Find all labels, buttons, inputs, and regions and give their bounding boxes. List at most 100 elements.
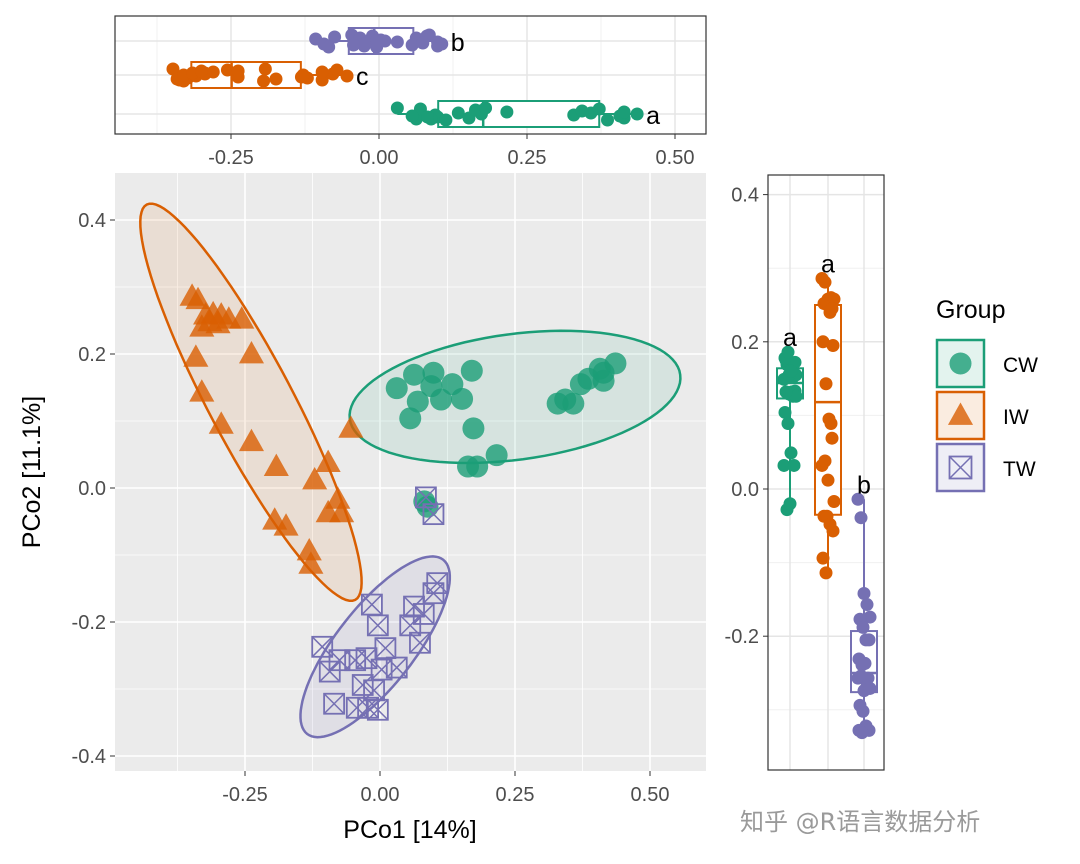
jitter-point-cw	[390, 101, 404, 115]
jitter-point-cw	[778, 405, 792, 419]
legend-label: CW	[1003, 354, 1038, 377]
square-mark	[366, 614, 389, 637]
square-mark	[351, 674, 374, 696]
cw-circle-icon	[949, 352, 972, 375]
jitter-point-cw	[784, 446, 798, 460]
point-iw	[263, 453, 289, 476]
point-tw	[366, 614, 389, 637]
jitter-point-tw	[359, 36, 373, 50]
jitter-point-tw	[370, 34, 384, 48]
jitter-point-iw	[231, 64, 245, 78]
jitter-point-tw	[863, 610, 877, 624]
jitter-point-iw	[825, 302, 839, 316]
jitter-point-tw	[856, 704, 870, 718]
x-tick-label: 0.50	[631, 784, 670, 806]
significance-letter: a	[783, 324, 797, 352]
point-iw	[329, 499, 355, 523]
point-cw	[554, 388, 577, 411]
y-tick-label: 0.0	[78, 478, 106, 500]
point-tw	[355, 647, 378, 670]
cross-mark	[352, 674, 374, 696]
y-tick-label: -0.4	[72, 746, 106, 768]
jitter-point-cw	[781, 416, 795, 430]
jitter-point-tw	[863, 681, 877, 695]
jitter-point-tw	[855, 726, 869, 740]
y-tick-label: -0.2	[72, 612, 106, 634]
x-axis-title: PCo1 [14%]	[343, 816, 476, 844]
jitter-point-iw	[194, 64, 208, 78]
jitter-point-tw	[856, 620, 870, 634]
significance-letter: a	[821, 251, 835, 279]
point-iw	[229, 306, 255, 329]
jitter-point-iw	[819, 566, 833, 580]
jitter-point-iw	[826, 524, 840, 538]
square-mark	[948, 455, 973, 480]
jitter-point-iw	[816, 551, 830, 565]
jitter-point-tw	[858, 656, 872, 670]
jitter-point-cw	[784, 364, 798, 378]
jitter-point-cw	[592, 102, 606, 116]
iw-triangle-icon	[947, 402, 974, 425]
main-scatter-panel: -0.25 0.00 0.25 0.50 -0.4 -0.2 0.0 0.2 0.4	[72, 173, 718, 806]
cross-mark	[355, 647, 378, 669]
jitter-point-cw	[783, 497, 797, 511]
point-cw	[430, 388, 453, 411]
jitter-point-cw	[468, 103, 482, 117]
point-iw	[338, 415, 364, 438]
cross-mark	[367, 699, 389, 721]
point-tw	[345, 696, 368, 719]
plot-background	[115, 173, 706, 771]
point-cw	[460, 359, 483, 382]
point-tw	[366, 698, 389, 721]
panel-border	[767, 174, 885, 771]
jitter-point-cw	[439, 113, 453, 127]
cross-mark	[422, 582, 444, 604]
jitter-point-tw	[857, 587, 871, 601]
jitter-point-iw	[330, 63, 344, 77]
jitter-point-iw	[257, 74, 271, 88]
jitter-point-iw	[827, 495, 841, 509]
jitter-point-tw	[347, 38, 361, 52]
jitter-point-tw	[390, 35, 404, 49]
point-tw	[412, 603, 435, 625]
jitter-point-tw	[854, 511, 868, 525]
jitter-point-tw	[854, 669, 868, 683]
jitter-point-iw	[826, 338, 840, 352]
jitter-point-cw	[405, 109, 419, 123]
y-tick-label: 0.4	[78, 210, 106, 232]
tw-square-cross-icon	[948, 455, 973, 480]
square-mark	[323, 692, 346, 715]
jitter-point-iw	[818, 454, 832, 468]
point-iw	[325, 486, 351, 509]
watermark: 知乎 @R语言数据分析	[740, 808, 980, 836]
point-cw	[385, 377, 408, 400]
jitter-point-tw	[862, 633, 876, 647]
cross-mark	[346, 697, 368, 719]
legend: Group CW IW TW	[935, 296, 1038, 493]
significance-letter: c	[356, 63, 369, 91]
point-iw	[238, 341, 265, 364]
legend-item-cw: CW	[935, 338, 1038, 389]
jitter-point-cw	[777, 458, 791, 472]
point-cw	[406, 390, 429, 413]
point-cw	[403, 363, 426, 386]
cross-mark	[328, 649, 351, 671]
cross-mark	[409, 632, 431, 654]
legend-title: Group	[936, 296, 1005, 324]
jitter-point-cw	[500, 105, 514, 119]
jitter-point-iw	[315, 65, 329, 79]
panel-border	[114, 15, 707, 135]
point-iw	[273, 513, 299, 536]
jitter-point-iw	[824, 416, 838, 430]
legend-label: IW	[1003, 406, 1029, 429]
cross-mark	[371, 659, 393, 681]
point-tw	[323, 692, 346, 715]
point-tw	[351, 674, 374, 696]
point-cw	[592, 369, 615, 392]
jitter-point-cw	[479, 101, 493, 115]
jitter-point-cw	[617, 105, 631, 119]
jitter-point-tw	[328, 30, 342, 44]
jitter-point-iw	[819, 377, 833, 391]
cross-mark	[367, 614, 389, 636]
top-boxplot-panel: -0.25 0.00 0.25 0.50 a c b	[114, 15, 707, 169]
